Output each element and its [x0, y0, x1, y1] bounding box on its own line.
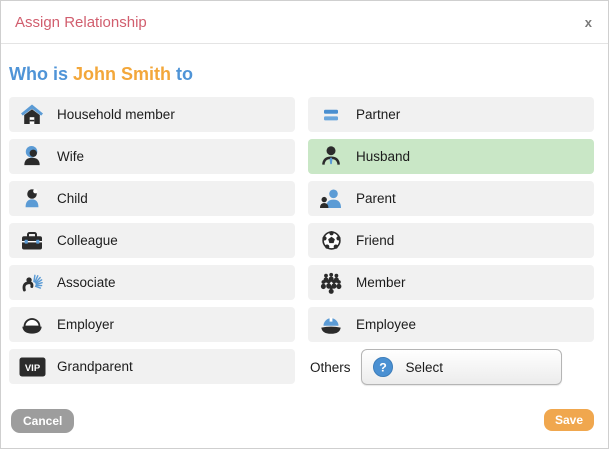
- option-label: Grandparent: [57, 359, 133, 374]
- option-grandparent[interactable]: VIP Grandparent: [9, 349, 295, 384]
- child-icon: [17, 188, 47, 210]
- option-household-member[interactable]: Household member: [9, 97, 295, 132]
- question-heading: Who is John Smith to: [9, 64, 600, 85]
- option-label: Member: [356, 275, 406, 290]
- heading-suffix: to: [176, 64, 194, 84]
- select-label: Select: [405, 359, 444, 375]
- group-icon: [316, 271, 346, 295]
- question-icon: ?: [372, 356, 394, 378]
- svg-text:?: ?: [379, 360, 387, 374]
- option-label: Employer: [57, 317, 115, 332]
- option-label: Colleague: [57, 233, 118, 248]
- option-employee[interactable]: Employee: [308, 307, 594, 342]
- vip-badge-icon: VIP: [17, 357, 47, 377]
- option-member[interactable]: Member: [308, 265, 594, 300]
- option-label: Child: [57, 191, 88, 206]
- option-wife[interactable]: Wife: [9, 139, 295, 174]
- option-label: Household member: [57, 107, 175, 122]
- briefcase-icon: [17, 229, 47, 253]
- right-column: Partner Husband: [308, 97, 594, 385]
- option-label: Employee: [356, 317, 417, 332]
- option-label: Parent: [356, 191, 396, 206]
- left-column: Household member Wife: [9, 97, 295, 385]
- option-child[interactable]: Child: [9, 181, 295, 216]
- worker-helmet-icon: [316, 313, 346, 337]
- option-label: Husband: [356, 149, 411, 164]
- option-parent[interactable]: Parent: [308, 181, 594, 216]
- dialog-header: Assign Relationship x: [1, 1, 608, 44]
- option-label: Wife: [57, 149, 84, 164]
- house-icon: [17, 103, 47, 127]
- others-row: Others ? Select: [308, 349, 594, 385]
- option-label: Partner: [356, 107, 401, 122]
- handshake-icon: [17, 271, 47, 294]
- option-colleague[interactable]: Colleague: [9, 223, 295, 258]
- option-employer[interactable]: Employer: [9, 307, 295, 342]
- person-name: John Smith: [73, 64, 172, 84]
- option-label: Associate: [57, 275, 116, 290]
- others-label: Others: [310, 359, 351, 375]
- adult-child-icon: [316, 187, 346, 211]
- close-icon[interactable]: x: [584, 14, 592, 30]
- others-select-dropdown[interactable]: ? Select: [360, 349, 562, 385]
- hard-hat-icon: [17, 313, 47, 337]
- relationship-grid: Household member Wife: [9, 97, 594, 385]
- option-associate[interactable]: Associate: [9, 265, 295, 300]
- option-partner[interactable]: Partner: [308, 97, 594, 132]
- cancel-button[interactable]: Cancel: [11, 409, 75, 433]
- option-friend[interactable]: Friend: [308, 223, 594, 258]
- svg-text:VIP: VIP: [24, 363, 40, 374]
- soccer-ball-icon: [316, 229, 346, 252]
- man-tie-icon: [316, 145, 346, 168]
- woman-icon: [17, 145, 47, 168]
- heading-prefix: Who is: [9, 64, 68, 84]
- equals-icon: [316, 103, 346, 127]
- option-husband-selected[interactable]: Husband: [308, 139, 594, 174]
- save-button[interactable]: Save: [543, 409, 594, 431]
- option-label: Friend: [356, 233, 395, 248]
- dialog-title: Assign Relationship: [15, 13, 147, 31]
